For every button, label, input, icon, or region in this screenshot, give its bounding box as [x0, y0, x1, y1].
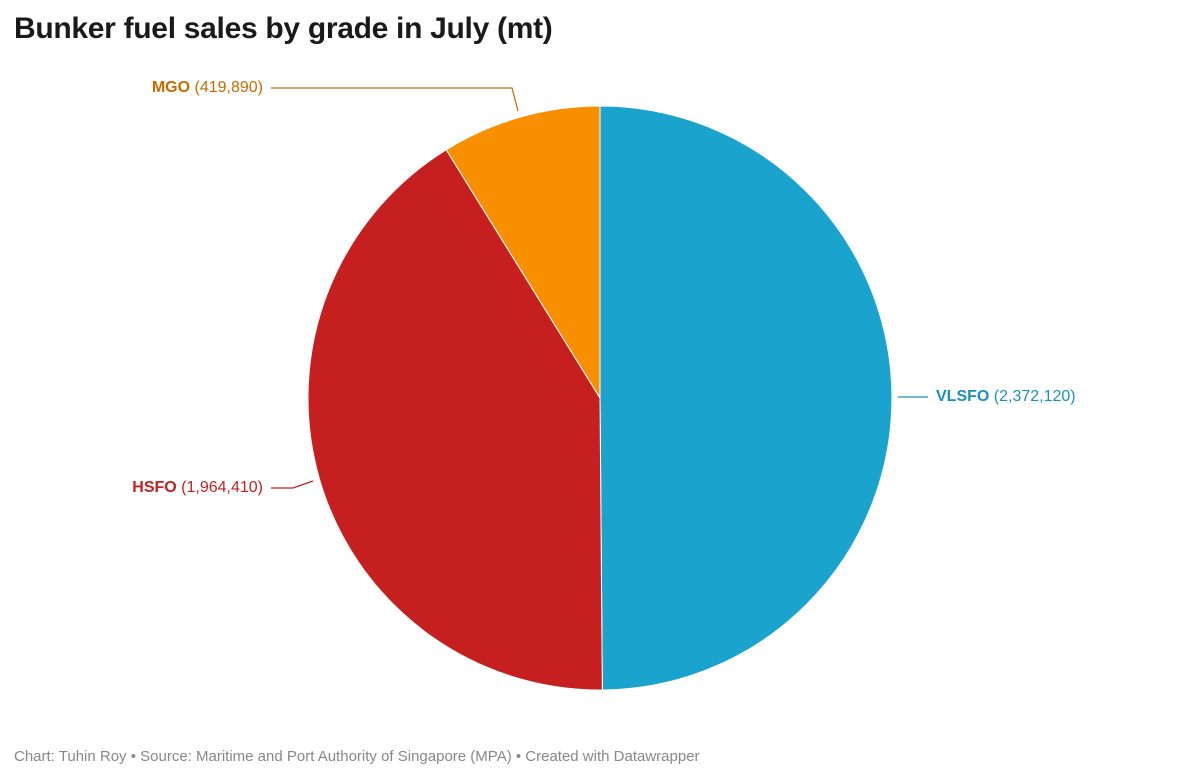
- slice-label-value: (2,372,120): [989, 388, 1075, 405]
- pie-slice-vlsfo: [599, 105, 893, 691]
- slice-label-name: VLSFO: [936, 388, 989, 405]
- slice-label-hsfo: HSFO (1,964,410): [132, 479, 263, 496]
- chart-title: Bunker fuel sales by grade in July (mt): [14, 12, 553, 45]
- chart-footer: Chart: Tuhin Roy • Source: Maritime and …: [14, 748, 700, 765]
- slice-label-value: (1,964,410): [177, 479, 263, 496]
- slice-label-name: HSFO: [132, 479, 176, 496]
- pie-slice-hsfo: [307, 149, 603, 691]
- slice-label-vlsfo: VLSFO (2,372,120): [936, 388, 1076, 405]
- pie-slice-mgo: [445, 105, 601, 399]
- slice-label-name: MGO: [152, 79, 190, 96]
- leader-line-mgo: [271, 87, 519, 112]
- slice-label-mgo: MGO (419,890): [152, 79, 263, 96]
- slice-label-value: (419,890): [190, 79, 263, 96]
- leader-line-hsfo: [271, 480, 314, 489]
